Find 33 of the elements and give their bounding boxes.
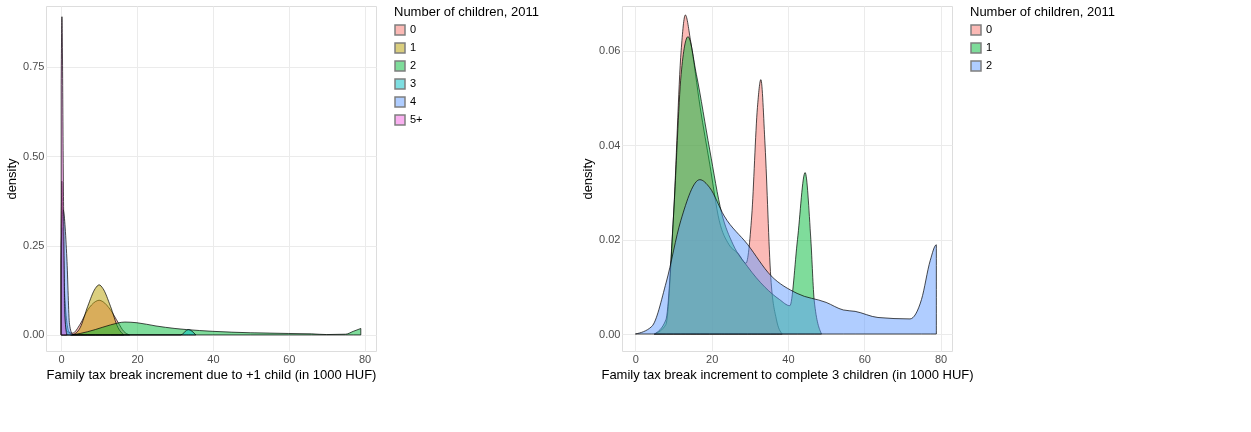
- y-tick-label: 0.00: [599, 327, 621, 340]
- legend-label: 0: [410, 23, 417, 35]
- y-axis-title: density: [580, 157, 596, 200]
- y-tick-label: 0.04: [599, 138, 621, 151]
- y-tick-label: 0.50: [23, 149, 45, 162]
- x-tick-label: 60: [858, 352, 871, 365]
- x-tick-label: 80: [359, 352, 372, 365]
- legend-label: 2: [410, 59, 417, 71]
- legend-label: 4: [410, 95, 417, 107]
- y-tick-label: 0.02: [599, 233, 621, 246]
- legend-title: Number of children, 2011: [970, 4, 1116, 19]
- legend-title: Number of children, 2011: [394, 4, 540, 19]
- x-tick-label: 60: [283, 352, 296, 365]
- x-tick-label: 0: [58, 352, 65, 365]
- legend-label: 3: [410, 77, 417, 89]
- x-axis-title: Family tax break increment to complete 3 children (in 1000 HUF): [601, 366, 974, 382]
- x-tick-label: 40: [782, 352, 795, 365]
- y-tick-label: 0.75: [23, 60, 45, 73]
- x-tick-label: 20: [706, 352, 719, 365]
- legend-label: 1: [410, 41, 417, 53]
- legend-label: 1: [986, 41, 993, 53]
- x-tick-label: 20: [131, 352, 144, 365]
- x-axis-title: Family tax break increment due to +1 child (in 1000 HUF): [46, 366, 377, 382]
- y-tick-label: 0.06: [599, 44, 621, 57]
- x-tick-label: 80: [934, 352, 948, 365]
- y-tick-label: 0.00: [23, 328, 45, 341]
- y-axis-title: density: [4, 157, 20, 200]
- legend-label: 5+: [410, 113, 423, 125]
- legend-label: 0: [986, 23, 993, 35]
- y-tick-label: 0.25: [23, 239, 45, 252]
- x-tick-label: 0: [632, 352, 639, 365]
- legend-label: 2: [986, 59, 993, 71]
- x-tick-label: 40: [207, 352, 220, 365]
